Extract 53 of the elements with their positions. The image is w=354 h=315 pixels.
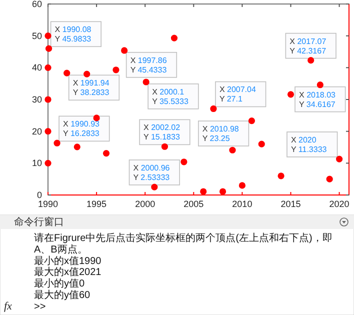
x-tick-label: 2020 (329, 199, 350, 209)
y-tick-label: 40 (32, 62, 42, 73)
point (44, 96, 52, 103)
x-tick-label: 2010 (232, 199, 252, 209)
x-tick-label: 1990 (38, 199, 58, 209)
x-tick-label: 2005 (184, 199, 204, 209)
x-tick-label: 2015 (280, 199, 301, 209)
point (287, 91, 294, 98)
point (84, 70, 90, 78)
point (44, 128, 52, 135)
y-tick-label: 20 (32, 126, 42, 136)
annotation: X 1990.08 Y 45.9833 (54, 25, 92, 44)
point (238, 182, 246, 189)
annotation: X 2018.03 Y 34.6167 (299, 90, 336, 109)
point (44, 64, 52, 71)
annotation: X 2017.07 Y 42.3167 (290, 36, 327, 56)
annotation: X 2020 Y 11.3333 (290, 135, 328, 154)
point (219, 188, 226, 195)
y-tick-label: 30 (32, 94, 42, 104)
text: fx (4, 300, 12, 312)
y-tick-label: 10 (32, 158, 42, 168)
text: 最小的y值0 (34, 278, 85, 290)
point (278, 172, 284, 180)
point (112, 66, 120, 74)
y-tick-label: 50 (32, 30, 42, 41)
text: 请在Figrure中先后点击实际坐标框的两个顶点(左上点和右下点)，即A、B两点。 (34, 232, 332, 256)
annotation: X 2007.04 Y 27.1 (219, 85, 256, 104)
annotation: X 2000.1 Y 35.5333 (152, 87, 189, 106)
text: 最大的x值2021 (34, 266, 102, 278)
x-tick-label: 2000 (135, 199, 156, 209)
annotation: X 2000.96 Y 2.53333 (133, 163, 170, 182)
point (229, 146, 236, 154)
point (180, 158, 188, 166)
point (170, 34, 178, 42)
annotation: X 1991.94 Y 38.2833 (72, 78, 110, 98)
point (44, 32, 52, 40)
annotation: X 1990.93 Y 16.2833 (63, 120, 100, 138)
annotation: X 1997.86 Y 45.4333 (130, 56, 168, 74)
point (200, 188, 207, 195)
point (44, 160, 52, 166)
point (258, 140, 265, 148)
text: 最小的x值1990 (34, 254, 102, 267)
point (326, 176, 333, 182)
point (74, 144, 80, 150)
text: >> (34, 301, 46, 312)
point (102, 150, 110, 157)
y-tick-label: 60 (32, 0, 42, 9)
text: 最大的y值60 (34, 289, 91, 301)
annotation: X 2010.98 Y 23.25 (202, 124, 240, 143)
y-tick-label: 0 (36, 190, 42, 200)
x-tick-label: 1995 (86, 199, 107, 209)
annotation: X 2002.02 Y 15.1833 (144, 123, 181, 142)
text: 命令行窗口 (14, 216, 64, 228)
